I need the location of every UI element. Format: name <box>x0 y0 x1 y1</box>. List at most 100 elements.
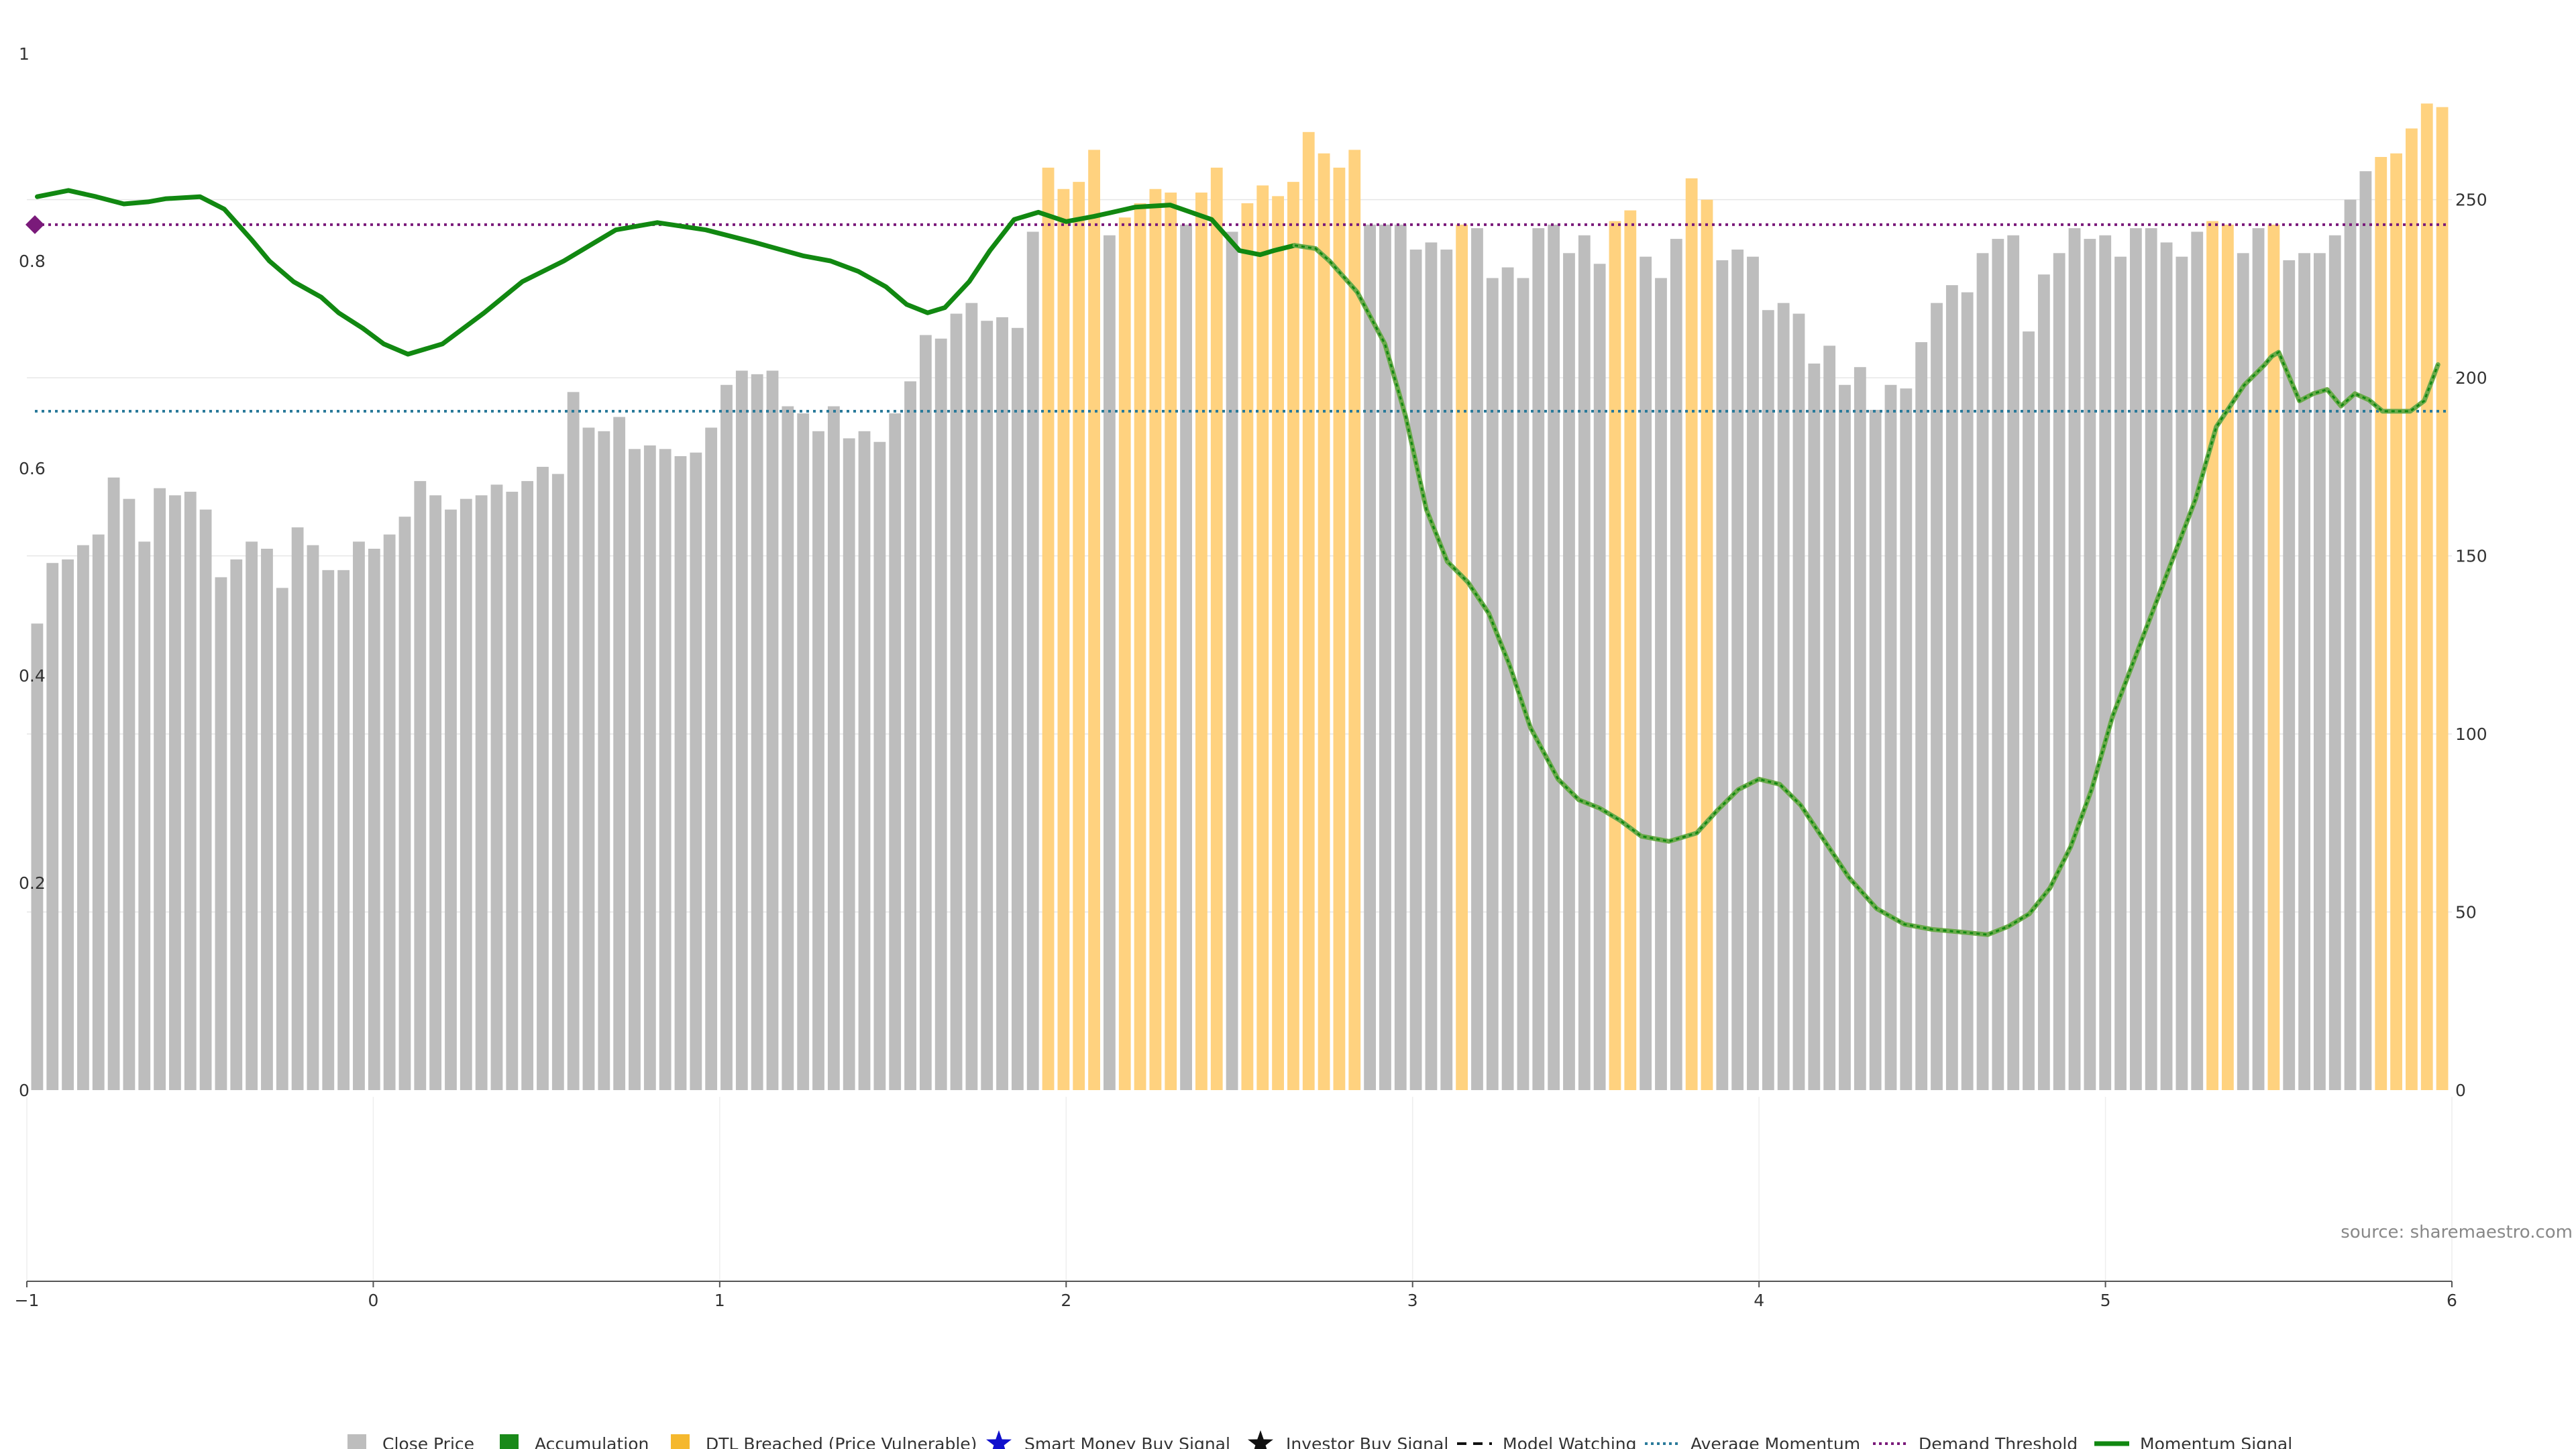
bar-56 <box>889 413 902 1090</box>
bar-128 <box>1992 239 2004 1091</box>
legend-label-6: Average Momentum <box>1690 1434 1860 1449</box>
bar-148 <box>2298 253 2310 1090</box>
bar-69 <box>1088 150 1100 1091</box>
bar-59 <box>934 338 947 1090</box>
bar-119 <box>1854 367 1866 1090</box>
bar-5 <box>107 477 120 1090</box>
bar-114 <box>1777 303 1790 1090</box>
bar-11 <box>199 509 212 1090</box>
bar-44 <box>705 427 718 1090</box>
left-tick-label-5: 1 <box>19 44 30 64</box>
bar-3 <box>77 545 89 1090</box>
bar-23 <box>383 534 396 1090</box>
bar-2 <box>62 559 74 1090</box>
bar-117 <box>1823 345 1836 1090</box>
bar-124 <box>1931 303 1943 1090</box>
bar-130 <box>2023 331 2035 1090</box>
legend-swatch-1 <box>500 1434 519 1449</box>
bar-140 <box>2176 256 2188 1090</box>
legend-swatch-4 <box>1248 1430 1273 1449</box>
bar-66 <box>1042 167 1055 1090</box>
bar-16 <box>276 588 288 1090</box>
bar-127 <box>1976 253 1989 1090</box>
bar-96 <box>1501 267 1514 1090</box>
x-tick-label-6: 5 <box>2100 1291 2111 1310</box>
bar-39 <box>629 449 641 1090</box>
x-tick-label-0: −1 <box>15 1291 40 1310</box>
bar-14 <box>246 541 258 1090</box>
bar-97 <box>1517 278 1529 1091</box>
bar-103 <box>1609 221 1621 1090</box>
bar-82 <box>1287 182 1299 1090</box>
bar-84 <box>1318 153 1330 1090</box>
x-axis: −1 0 1 2 3 4 5 6 <box>15 1281 2457 1310</box>
bar-28 <box>460 498 472 1090</box>
bar-62 <box>981 321 994 1091</box>
bar-144 <box>2237 253 2249 1090</box>
bar-series <box>31 103 2449 1091</box>
right-tick-label-2: 100 <box>2455 724 2487 744</box>
momentum-signal-line <box>35 188 2440 937</box>
bar-115 <box>1792 313 1805 1091</box>
momentum-line-solid <box>35 188 1297 357</box>
bar-72 <box>1134 203 1146 1090</box>
bar-38 <box>613 417 626 1090</box>
source-label: source: sharemaestro.com <box>2341 1222 2573 1242</box>
bar-125 <box>1945 285 1958 1091</box>
momentum-line-dashed <box>1294 244 2439 936</box>
bar-15 <box>261 548 273 1090</box>
left-tick-label-3: 0.6 <box>19 459 46 478</box>
bar-109 <box>1701 199 1713 1091</box>
bar-108 <box>1685 178 1698 1090</box>
bar-77 <box>1210 167 1223 1090</box>
bar-101 <box>1578 235 1591 1090</box>
bar-133 <box>2068 228 2081 1090</box>
legend-label-2: DTL Breached (Price Vulnerable) <box>706 1434 977 1449</box>
bar-94 <box>1471 228 1483 1090</box>
bar-50 <box>797 413 810 1090</box>
bar-87 <box>1364 224 1377 1091</box>
bar-152 <box>2359 171 2372 1091</box>
bar-129 <box>2007 235 2020 1090</box>
bar-53 <box>843 438 855 1090</box>
bar-60 <box>950 313 963 1091</box>
bar-34 <box>551 474 564 1090</box>
bar-104 <box>1624 210 1637 1090</box>
legend-swatch-3 <box>986 1430 1012 1449</box>
bar-12 <box>215 577 227 1090</box>
bar-156 <box>2420 103 2433 1091</box>
left-tick-label-0: 0 <box>19 1081 30 1100</box>
bar-93 <box>1456 224 1468 1091</box>
legend-label-1: Accumulation <box>535 1434 649 1449</box>
bar-92 <box>1440 250 1453 1090</box>
bar-143 <box>2221 224 2234 1091</box>
bar-106 <box>1655 278 1667 1091</box>
bar-64 <box>1011 327 1024 1090</box>
bar-43 <box>690 452 702 1090</box>
legend-label-5: Model Watching <box>1503 1434 1637 1449</box>
bar-61 <box>965 303 978 1090</box>
bar-17 <box>291 527 304 1090</box>
bar-52 <box>827 406 840 1090</box>
x-tick-label-2: 1 <box>714 1291 725 1310</box>
legend-swatch-2 <box>671 1434 690 1449</box>
bar-86 <box>1348 150 1361 1091</box>
bar-0 <box>31 623 44 1090</box>
bar-90 <box>1409 250 1422 1090</box>
bar-141 <box>2191 231 2204 1091</box>
bar-155 <box>2406 128 2418 1091</box>
bar-150 <box>2328 235 2341 1090</box>
bar-45 <box>720 384 733 1090</box>
x-tick-label-1: 0 <box>368 1291 378 1310</box>
bar-105 <box>1640 256 1652 1090</box>
bar-37 <box>598 431 610 1090</box>
bar-146 <box>2267 224 2280 1091</box>
bar-88 <box>1379 224 1391 1091</box>
bar-42 <box>674 455 687 1090</box>
bar-68 <box>1073 182 1085 1090</box>
legend-label-3: Smart Money Buy Signal <box>1024 1434 1230 1449</box>
bar-20 <box>337 570 350 1090</box>
bar-91 <box>1425 242 1438 1090</box>
bar-89 <box>1394 224 1407 1091</box>
bar-120 <box>1869 409 1882 1090</box>
